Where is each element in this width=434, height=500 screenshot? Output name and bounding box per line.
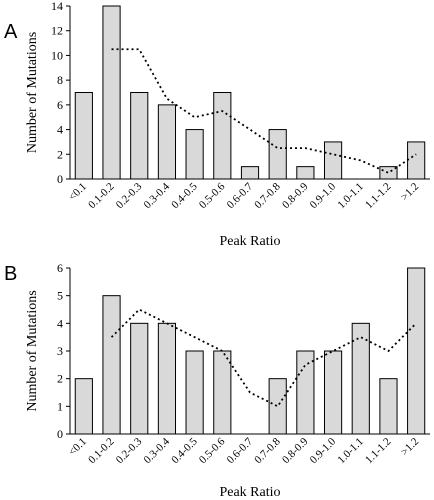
panel-a-y-tick-label-4: 8 bbox=[57, 73, 63, 87]
panel-a-bar-8 bbox=[296, 166, 315, 180]
panel-b-x-tick-label-2: 0.2-0.3 bbox=[114, 435, 145, 466]
panel-b-x-tick-label-10: 1.0-1.1 bbox=[335, 436, 366, 467]
panel-b-x-tick-label-9: 0.9-1.0 bbox=[308, 435, 339, 466]
panel-a-x-tick-label-9: 0.9-1.0 bbox=[308, 180, 339, 211]
panel-b-x-tick-label-0: <0.1 bbox=[66, 436, 89, 459]
panel-a-x-tick-label-12: >1.2 bbox=[399, 181, 422, 204]
panel-b-bar-8 bbox=[296, 350, 315, 435]
panel-a-letter: A bbox=[4, 21, 18, 43]
panel-a-x-tick-label-3: 0.3-0.4 bbox=[142, 180, 173, 211]
panel-a-y-tick-label-3: 6 bbox=[57, 98, 63, 112]
panel-a-bar-1 bbox=[102, 5, 121, 180]
panel-a-bar-3 bbox=[157, 104, 177, 180]
panel-a: A 02468101214<0.10.1-0.20.2-0.30.3-0.40.… bbox=[4, 0, 430, 249]
panel-a-x-tick-label-0: <0.1 bbox=[66, 181, 89, 204]
panel-a-x-tick-label-1: 0.1-0.2 bbox=[86, 181, 117, 212]
panel-a-x-tick-label-4: 0.4-0.5 bbox=[169, 180, 200, 211]
panel-a-bar-2 bbox=[130, 92, 149, 180]
panel-a-y-tick-label-0: 0 bbox=[57, 172, 63, 186]
panel-a-y-tick-label-5: 10 bbox=[51, 48, 63, 62]
panel-b-y-tick-label-6: 6 bbox=[57, 261, 63, 275]
panel-b-y-tick-label-3: 3 bbox=[57, 344, 63, 358]
panel-b-bar-5 bbox=[213, 350, 232, 435]
panel-b-x-tick-label-7: 0.7-0.8 bbox=[252, 435, 283, 466]
panel-b-x-axis-label: Peak Ratio bbox=[219, 485, 280, 500]
panel-b-bar-3 bbox=[157, 322, 177, 435]
panel-b: B 0 1 2 3 4 5 6 <0.10.1-0.20.2-0.30.3-0.40.4-0.… bbox=[4, 261, 430, 500]
panel-b-y-tick-label-2: 2 bbox=[57, 372, 63, 386]
panel-b-y-tick-label-0: 0 bbox=[57, 427, 63, 441]
panel-a-y-tick-label-1: 2 bbox=[57, 147, 63, 161]
panel-b-bar-9 bbox=[323, 350, 343, 435]
panel-b-x-tick-label-12: >1.2 bbox=[399, 436, 422, 459]
panel-a-x-tick-label-5: 0.5-0.6 bbox=[197, 180, 228, 211]
panel-a-bar-0 bbox=[74, 92, 93, 180]
panel-b-y-tick-label-4: 4 bbox=[57, 316, 63, 330]
panel-a-bar-11 bbox=[379, 166, 398, 180]
panel-b-x-tick-label-5: 0.5-0.6 bbox=[197, 435, 228, 466]
panel-b-bar-11 bbox=[379, 378, 398, 435]
panel-b-x-tick-label-6: 0.6-0.7 bbox=[225, 435, 256, 466]
panel-b-bar-2 bbox=[130, 322, 149, 435]
panel-b-bar-4 bbox=[185, 350, 204, 435]
panel-a-y-axis-label: Number of Mutations bbox=[25, 32, 40, 153]
panel-b-x-tick-label-11: 1.1-1.2 bbox=[363, 436, 394, 467]
panel-a-bar-4 bbox=[185, 129, 204, 180]
panel-b-trendline bbox=[110, 308, 417, 408]
panel-a-y-tick-label-6: 12 bbox=[51, 24, 63, 38]
panel-b-bar-1 bbox=[102, 295, 121, 435]
panel-b-y-axis-label: Number of Mutations bbox=[25, 290, 40, 411]
panel-b-bar-7 bbox=[268, 378, 287, 435]
panel-a-bar-9 bbox=[323, 141, 343, 180]
panel-a-y-tick-label-2: 4 bbox=[57, 123, 63, 137]
panel-b-letter: B bbox=[4, 263, 17, 285]
panel-b-y-tick-label-1: 1 bbox=[57, 399, 63, 413]
panel-a-y-tick-label-7: 14 bbox=[51, 0, 63, 13]
panel-b-bar-0 bbox=[74, 378, 93, 435]
panel-a-trendline bbox=[111, 48, 417, 174]
panel-b-x-tick-label-3: 0.3-0.4 bbox=[142, 435, 173, 466]
panel-a-bar-12 bbox=[407, 141, 426, 180]
panel-b-x-tick-label-8: 0.8-0.9 bbox=[280, 435, 311, 466]
panel-a-x-tick-label-2: 0.2-0.3 bbox=[114, 180, 145, 211]
panel-a-x-tick-label-7: 0.7-0.8 bbox=[252, 180, 283, 211]
panel-a-x-tick-label-10: 1.0-1.1 bbox=[335, 181, 366, 212]
panel-a-bar-6 bbox=[240, 166, 260, 180]
panel-a-x-tick-label-8: 0.8-0.9 bbox=[280, 180, 311, 211]
panel-a-bar-7 bbox=[268, 129, 287, 180]
panel-b-x-tick-label-1: 0.1-0.2 bbox=[86, 436, 117, 467]
panel-a-x-tick-label-11: 1.1-1.2 bbox=[363, 181, 394, 212]
panel-b-bar-12 bbox=[407, 267, 426, 435]
panel-b-y-tick-label-5: 5 bbox=[57, 289, 63, 303]
panel-b-x-tick-label-4: 0.4-0.5 bbox=[169, 435, 200, 466]
panel-a-x-axis-label: Peak Ratio bbox=[219, 234, 280, 249]
panel-a-bar-5 bbox=[213, 92, 232, 180]
panel-a-x-tick-label-6: 0.6-0.7 bbox=[225, 180, 256, 211]
